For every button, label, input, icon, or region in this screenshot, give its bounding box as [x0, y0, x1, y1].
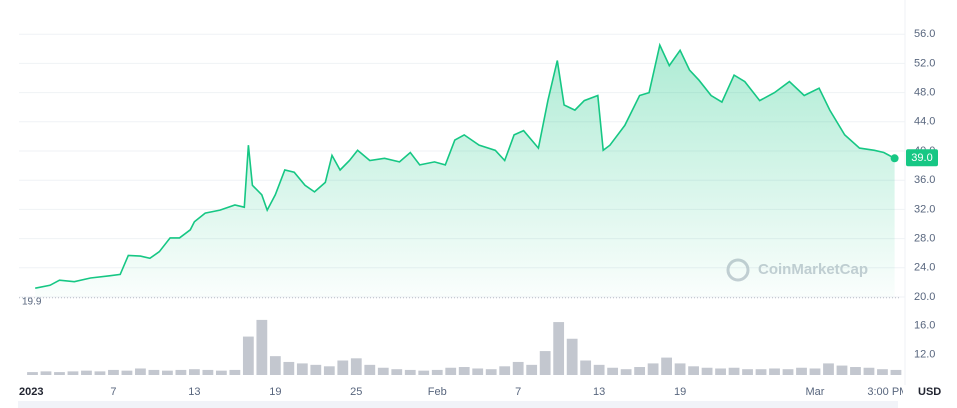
volume-bar: [54, 372, 65, 375]
volume-bar: [162, 370, 173, 375]
volume-bar: [364, 364, 376, 375]
volume-bar: [728, 367, 740, 375]
volume-bar: [148, 369, 160, 375]
volume-bar: [499, 366, 511, 375]
x-tick-label: 19: [674, 386, 686, 398]
volume-bar: [485, 369, 497, 375]
x-tick-label: 13: [188, 386, 200, 398]
volume-bar: [701, 367, 713, 375]
y-tick-label: 20.0: [914, 291, 935, 303]
x-tick-label: 3:00 PM: [867, 386, 908, 398]
volume-bar: [877, 369, 888, 375]
area: [35, 45, 895, 297]
scrollbar[interactable]: [18, 401, 898, 408]
volume-bar: [242, 336, 254, 375]
y-tick-label: 28.0: [914, 233, 935, 245]
current-price-label: 39.0: [911, 152, 932, 164]
y-tick-label: 36.0: [914, 174, 935, 186]
volume-bar: [661, 357, 672, 375]
volume-bar: [607, 367, 619, 375]
y-tick-label: 32.0: [914, 203, 935, 215]
volume-bar: [121, 370, 133, 375]
volume-bar: [215, 370, 227, 375]
x-tick-label: 25: [350, 386, 362, 398]
volume-bar: [81, 370, 92, 375]
volume-bar: [593, 364, 605, 375]
volume-bar: [27, 372, 38, 375]
volume-bar: [458, 367, 470, 375]
volume-bar: [526, 364, 538, 375]
volume-bar: [539, 351, 551, 375]
volume-bar: [688, 366, 699, 375]
volume-bar: [647, 363, 659, 375]
x-axis: 2023 7 13 19 25 Feb 7 13 19 Mar 3:00 PM: [19, 386, 908, 398]
volume-bar: [823, 363, 834, 375]
volume-bar: [445, 367, 457, 375]
volume-bar: [553, 322, 565, 375]
min-label: 19.9: [22, 296, 42, 307]
volume-bar: [620, 369, 632, 375]
volume-bar: [580, 360, 592, 375]
price-line: [35, 42, 895, 289]
volume-bar: [566, 338, 578, 375]
volume-bar: [472, 368, 484, 375]
volume-bar: [269, 356, 281, 375]
volume-bar: [755, 369, 767, 375]
volume-bar: [850, 367, 861, 375]
y-tick-label: 52.0: [914, 57, 935, 69]
volume-bar: [836, 365, 848, 375]
volume-bar: [67, 371, 79, 375]
y-tick-label: 44.0: [914, 116, 935, 128]
y-axis-unit: USD: [918, 386, 941, 398]
volume-bar: [229, 369, 241, 375]
volume-bar: [674, 363, 686, 375]
volume-bar: [512, 361, 524, 375]
y-tick-label: 16.0: [914, 320, 935, 332]
volume-bar: [742, 369, 753, 375]
volume-bar: [404, 369, 416, 375]
volume-bar: [135, 368, 146, 375]
current-dot: [890, 154, 899, 163]
volume-bar: [418, 370, 430, 375]
volume-bar: [108, 369, 119, 375]
volume-bar: [890, 369, 902, 375]
volume-bar: [202, 369, 214, 375]
volume-bar: [40, 371, 52, 375]
x-tick-label: Feb: [428, 386, 447, 398]
volume-bar: [188, 369, 200, 375]
x-tick-label: 19: [269, 386, 281, 398]
volume-bar: [283, 361, 295, 375]
x-tick-label: 13: [593, 386, 605, 398]
volume-bar: [323, 366, 335, 375]
volume-bar: [256, 319, 268, 375]
y-tick-label: 48.0: [914, 87, 935, 99]
volume-bar: [796, 367, 807, 375]
volume-bar: [391, 369, 403, 375]
volume-bar: [634, 367, 646, 375]
x-tick-label: 2023: [19, 386, 43, 398]
y-tick-label: 24.0: [914, 262, 935, 274]
volume-bar: [809, 368, 821, 375]
x-tick-label: 7: [515, 386, 521, 398]
y-tick-label: 56.0: [914, 28, 935, 40]
volume-bar: [715, 368, 726, 375]
volume-bar: [769, 368, 780, 375]
volume-bar: [296, 363, 308, 375]
volume-bar: [431, 369, 443, 375]
volume-bar: [337, 360, 349, 375]
volume-bar: [782, 369, 794, 375]
volume-bar: [377, 367, 389, 375]
volume-bar: [175, 369, 187, 375]
volume-bar: [350, 358, 362, 375]
x-tick-label: Mar: [806, 386, 825, 398]
volume-bar: [863, 367, 875, 375]
volume-bar: [310, 364, 322, 375]
x-tick-label: 7: [110, 386, 116, 398]
current-price-box: [906, 149, 938, 167]
y-tick-label: 12.0: [914, 349, 935, 361]
volume-bar: [94, 371, 106, 375]
